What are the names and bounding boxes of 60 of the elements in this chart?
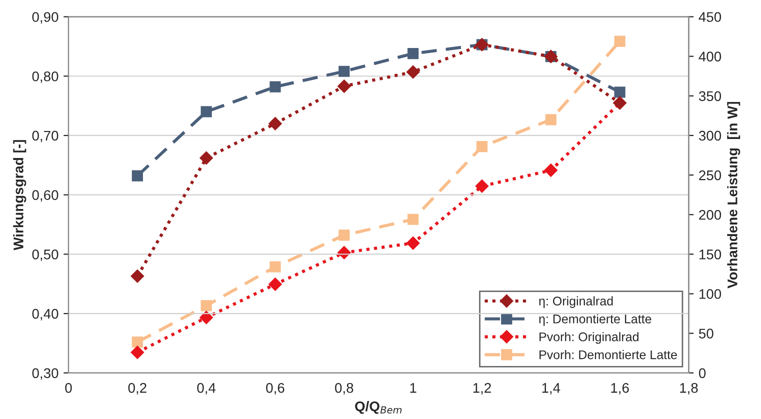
point [200,151,213,165]
point [200,310,213,324]
x-tick-label: 0,2 [128,383,146,394]
x-tick-label: 1 [410,383,416,393]
point [130,346,144,359]
y2-tick-label: 200 [699,210,722,220]
y-axis-title: Wirkungsgrad [-] [13,140,26,250]
y2-tick-label: 400 [698,52,722,62]
y2-tick-label: 250 [699,170,722,180]
y-tick-label: 0,30 [32,368,58,380]
y2-tick-label: 50 [698,328,714,339]
legend-label: η: Originalrad [539,296,613,308]
x-axis-title: Q/Q$_{Bem}$ [355,401,402,414]
y2-tick-label: 350 [698,91,722,102]
point [130,270,144,283]
x-tick-label: 1,2 [473,383,491,394]
legend-label: Pvorh: Originalrad [540,332,638,344]
point [476,141,488,152]
legend-label: η: Demontierte Latte [539,314,652,326]
point [338,246,351,260]
point [406,65,420,79]
point [132,336,143,348]
point [268,117,282,130]
point [338,230,350,241]
y2-tick-label: 300 [698,130,722,141]
x-tick-label: 0,6 [266,383,284,394]
point [475,180,489,193]
x-tick-label: 1,4 [542,383,560,394]
x-tick-label: 1,6 [611,383,629,394]
y2-tick-label: 0 [698,368,706,378]
y2-tick-label: 150 [699,250,722,260]
y-tick-label: 0,80 [32,71,58,83]
x-tick-label: 0,8 [335,383,354,394]
point [614,36,626,47]
legend-label: Pvorh: Demontierte Latte [540,350,677,360]
point [338,66,350,77]
y2-tick-label: 450 [698,12,722,22]
y-tick-label: 0,90 [32,12,58,24]
point [614,86,626,98]
point [132,170,143,182]
point [544,164,558,177]
point [200,300,212,312]
point [268,278,282,291]
point [408,48,419,60]
point [406,236,420,250]
y2-axis-title: Vorhandene Leistung [in W] [727,102,740,288]
point [408,214,419,225]
y-tick-label: 0,60 [32,190,58,202]
point [270,81,281,92]
point [338,80,351,93]
y-tick-label: 0,40 [32,308,58,320]
x-tick-label: 1,8 [680,383,698,394]
point [545,114,556,126]
x-tick-label: 0,4 [197,383,216,394]
y-tick-label: 0,50 [32,250,58,262]
y2-tick-label: 100 [699,289,722,299]
point [270,261,281,272]
x-tick-label: 0 [65,383,72,393]
point [200,106,212,118]
y-tick-label: 0,70 [32,130,58,142]
